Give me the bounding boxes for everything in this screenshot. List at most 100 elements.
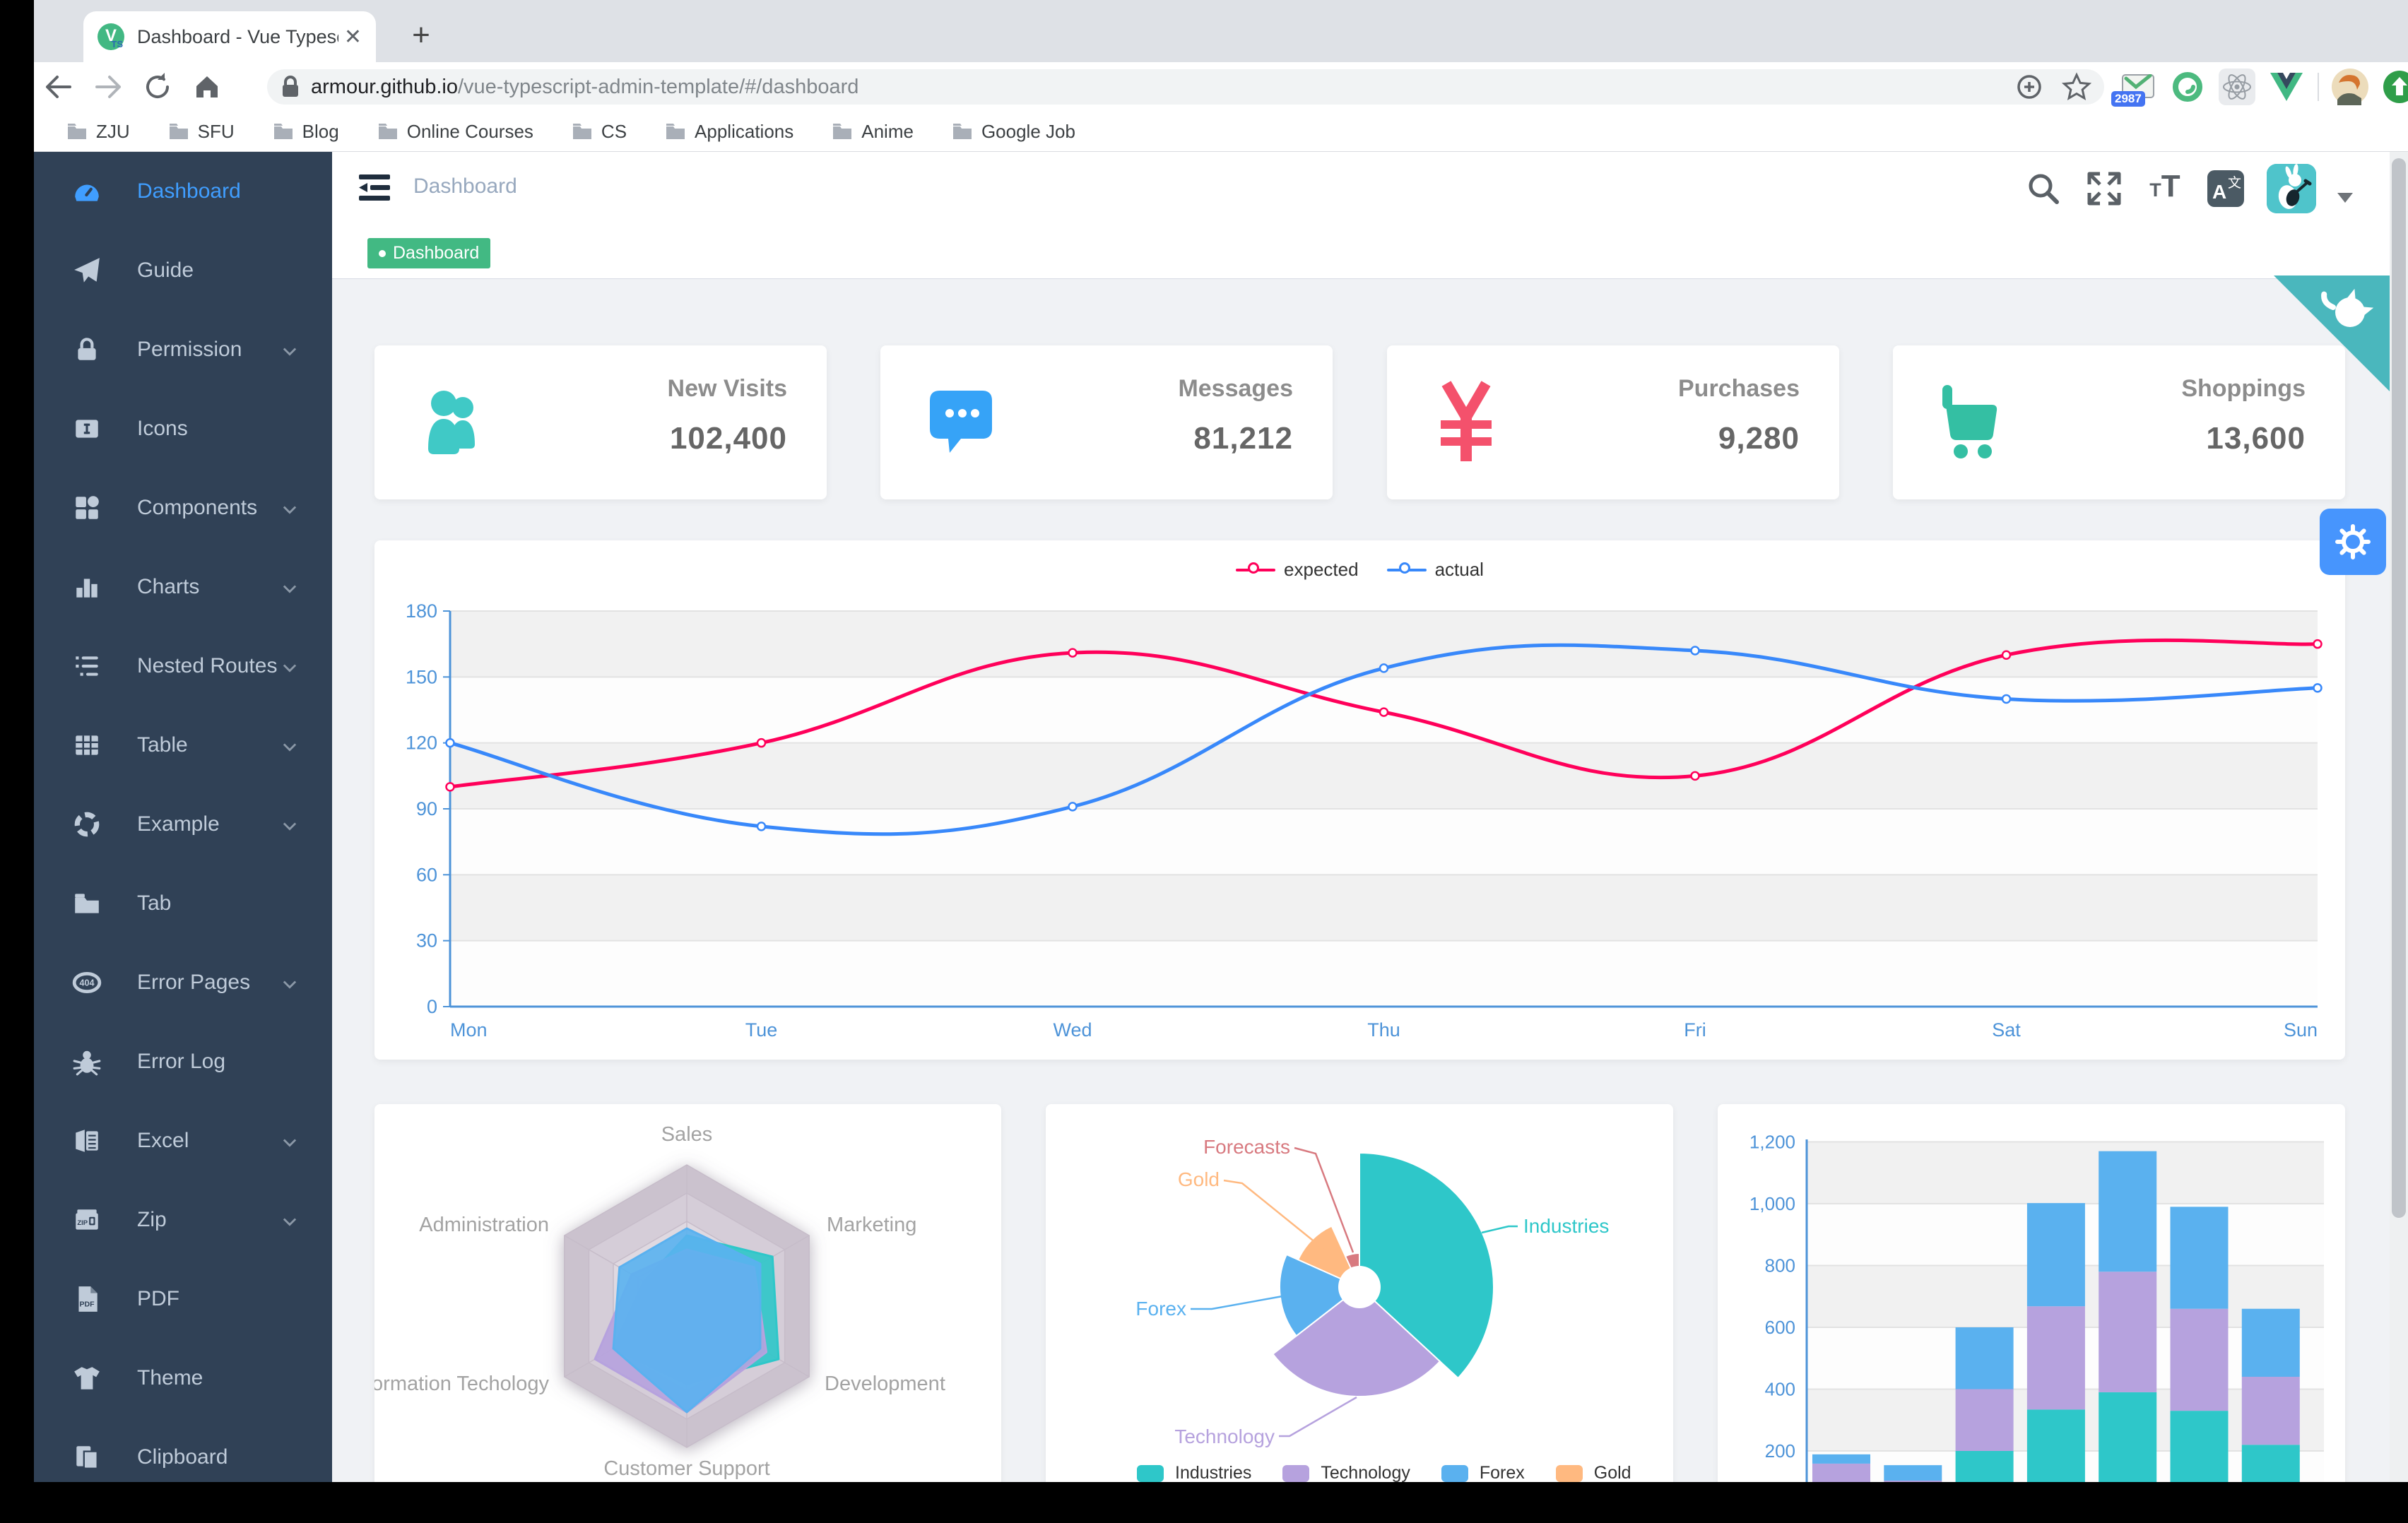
- error-pages-icon: 404: [72, 972, 102, 993]
- legend-item-expected[interactable]: expected: [1236, 559, 1359, 581]
- stat-card-new-visits[interactable]: New Visits 102,400: [374, 345, 827, 499]
- bookmark-item[interactable]: ZJU: [67, 121, 130, 143]
- extension-badge: 2987: [2111, 91, 2145, 107]
- svg-text:Sun: Sun: [2284, 1019, 2318, 1041]
- sidebar-item-error-pages[interactable]: 404 Error Pages: [34, 943, 332, 1022]
- user-avatar[interactable]: [2267, 163, 2316, 213]
- address-bar[interactable]: armour.github.io/vue-typescript-admin-te…: [267, 69, 2104, 105]
- settings-gear-button[interactable]: [2320, 509, 2386, 575]
- pie-legend-item-forex[interactable]: Forex: [1441, 1463, 1525, 1482]
- pie-legend-item-gold[interactable]: Gold: [1555, 1463, 1631, 1482]
- sidebar-item-zip[interactable]: ZIP Zip: [34, 1180, 332, 1260]
- sidebar-item-charts[interactable]: Charts: [34, 547, 332, 627]
- svg-text:ZIP: ZIP: [77, 1219, 88, 1227]
- profile-avatar[interactable]: [2332, 69, 2368, 105]
- mail-extension-icon[interactable]: 2987: [2111, 69, 2156, 107]
- bookmark-item[interactable]: Anime: [832, 121, 914, 143]
- sidebar-item-tab[interactable]: Tab: [34, 864, 332, 943]
- bookmark-star-icon[interactable]: [2062, 72, 2091, 102]
- svg-text:PDF: PDF: [80, 1300, 95, 1309]
- legend-label: expected: [1284, 559, 1359, 580]
- search-icon[interactable]: [2024, 169, 2063, 208]
- sidebar-item-label: Table: [137, 733, 188, 757]
- svg-text:150: 150: [406, 666, 437, 687]
- stat-card-purchases[interactable]: Purchases 9,280: [1387, 345, 1839, 499]
- sidebar-item-guide[interactable]: Guide: [34, 231, 332, 310]
- fullscreen-icon[interactable]: [2084, 169, 2124, 208]
- sidebar-item-nested-routes[interactable]: Nested Routes: [34, 627, 332, 706]
- sidebar-item-example[interactable]: Example: [34, 785, 332, 864]
- sidebar-item-components[interactable]: Components: [34, 468, 332, 547]
- bookmark-item[interactable]: Applications: [666, 121, 793, 143]
- bookmark-item[interactable]: Blog: [273, 121, 339, 143]
- radar-chart[interactable]: Sales Administration Information Techology…: [374, 1104, 1001, 1482]
- sidebar-item-label: Tab: [137, 891, 172, 915]
- svg-text:Sales: Sales: [661, 1123, 713, 1146]
- url-path: /vue-typescript-admin-template/#/dashboa…: [457, 75, 859, 98]
- folder-icon: [273, 124, 293, 139]
- home-icon[interactable]: [182, 66, 232, 108]
- zoom-page-icon[interactable]: [2015, 73, 2043, 101]
- sidebar-item-clipboard[interactable]: Clipboard: [34, 1418, 332, 1482]
- folder-icon: [666, 124, 685, 139]
- scrollbar-thumb[interactable]: [2392, 158, 2406, 1218]
- line-chart[interactable]: 0 30 60 90 120 150 180 Mon Tue Wed Thu Fri Sat Sun: [374, 540, 2345, 1060]
- sidebar-item-theme[interactable]: Theme: [34, 1339, 332, 1418]
- legend-item-actual[interactable]: actual: [1386, 559, 1484, 581]
- url-text[interactable]: armour.github.io/vue-typescript-admin-te…: [311, 76, 858, 99]
- sidebar-item-label: Excel: [137, 1129, 189, 1152]
- bookmark-item[interactable]: Online Courses: [378, 121, 533, 143]
- stat-card-shoppings[interactable]: Shoppings 13,600: [1893, 345, 2345, 499]
- sidebar-toggle-icon[interactable]: [355, 170, 394, 206]
- sidebar-item-label: Theme: [137, 1366, 203, 1389]
- pie-legend-item-technology[interactable]: Technology: [1282, 1463, 1410, 1482]
- svg-text:Sat: Sat: [1992, 1019, 2021, 1041]
- react-extension-icon[interactable]: [2219, 69, 2255, 105]
- scrollbar-track[interactable]: [2390, 152, 2408, 1482]
- chevron-down-icon[interactable]: [2337, 192, 2353, 203]
- bar-chart[interactable]: 200 400 600 800 1,000 1,200: [1718, 1104, 2345, 1482]
- tab-close-icon[interactable]: ✕: [343, 25, 362, 49]
- legend-swatch: [1555, 1464, 1583, 1482]
- bookmark-item[interactable]: SFU: [169, 121, 235, 143]
- svg-text:404: 404: [79, 978, 94, 988]
- sidebar-item-icons[interactable]: Icons: [34, 389, 332, 468]
- bookmark-item[interactable]: Google Job: [952, 121, 1075, 143]
- sidebar-item-table[interactable]: Table: [34, 706, 332, 785]
- sidebar-item-permission[interactable]: Permission: [34, 310, 332, 389]
- icons-icon: [76, 420, 98, 438]
- back-icon[interactable]: [34, 66, 83, 108]
- bookmark-label: CS: [601, 120, 627, 142]
- pie-chart[interactable]: Industries Technology Forex Gold Forecasts: [1046, 1104, 1673, 1482]
- bookmark-item[interactable]: CS: [572, 121, 627, 143]
- forward-icon[interactable]: [83, 66, 133, 108]
- reload-icon[interactable]: [133, 66, 182, 108]
- pie-legend-item-industries[interactable]: Industries: [1137, 1463, 1251, 1482]
- vue-favicon-icon: V TS: [98, 23, 124, 50]
- svg-text:180: 180: [406, 600, 437, 622]
- bookmark-label: SFU: [197, 120, 235, 142]
- breadcrumb[interactable]: Dashboard: [413, 174, 517, 198]
- stat-value: 9,280: [1718, 421, 1800, 456]
- stat-card-messages[interactable]: Messages 81,212: [880, 345, 1333, 499]
- sidebar-item-pdf[interactable]: PDF PDF: [34, 1260, 332, 1339]
- github-corner-ribbon[interactable]: [2274, 275, 2390, 392]
- legend-label: Industries: [1175, 1463, 1252, 1482]
- svg-text:Industries: Industries: [1523, 1215, 1609, 1237]
- sidebar-item-error-log[interactable]: Error Log: [34, 1022, 332, 1101]
- update-browser-icon[interactable]: [2381, 69, 2408, 105]
- svg-text:600: 600: [1765, 1317, 1795, 1338]
- tag-dashboard[interactable]: Dashboard: [367, 238, 491, 268]
- vue-extension-icon[interactable]: [2268, 69, 2305, 105]
- ring-extension-icon[interactable]: [2169, 69, 2206, 105]
- clipboard-icon: [76, 1446, 98, 1469]
- svg-text:1,200: 1,200: [1749, 1132, 1795, 1153]
- chevron-down-icon: [280, 1132, 300, 1152]
- sidebar-item-dashboard[interactable]: Dashboard: [34, 152, 332, 231]
- browser-tab[interactable]: VTS Dashboard - Vue Typescript Ad ✕: [83, 11, 376, 62]
- new-tab-button[interactable]: +: [412, 18, 430, 52]
- legend-label: actual: [1434, 559, 1484, 580]
- sidebar-item-excel[interactable]: Excel: [34, 1101, 332, 1180]
